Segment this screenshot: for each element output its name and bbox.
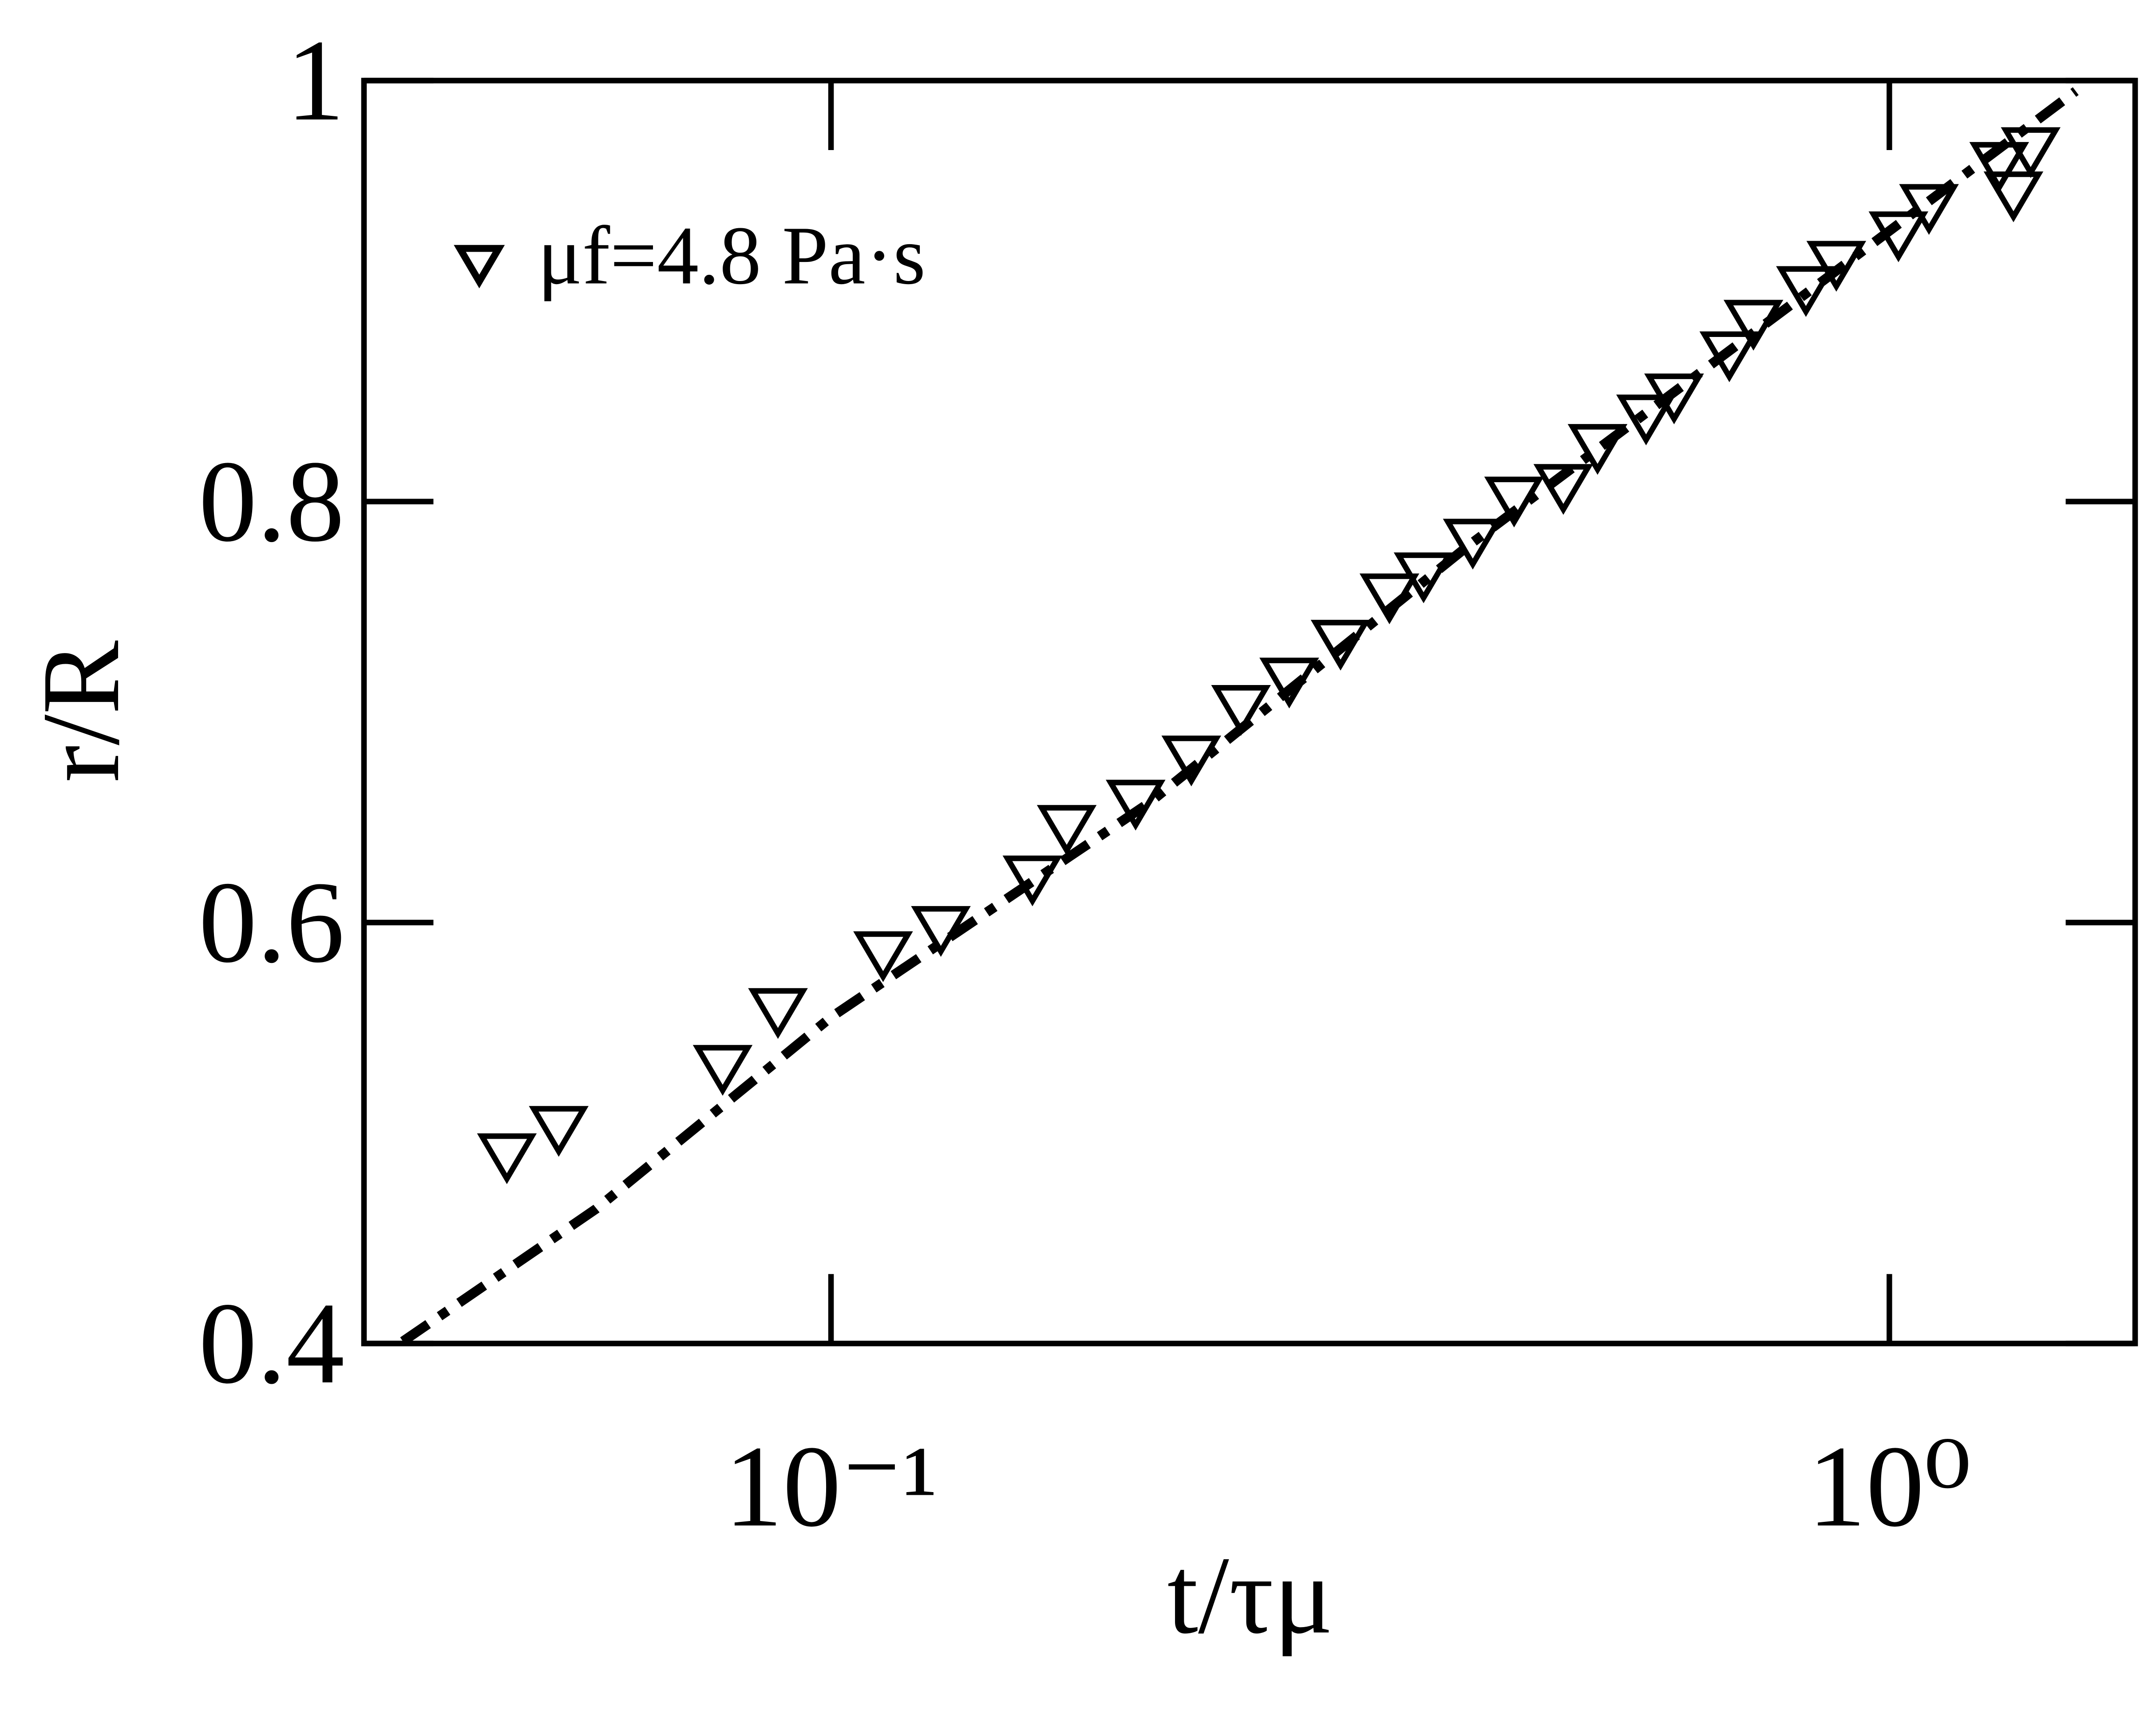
- y-tick-label: 1: [286, 16, 344, 145]
- marker: [1443, 519, 1503, 570]
- marker: [748, 988, 808, 1039]
- x-tick-label: 10⁰: [1808, 1422, 1971, 1551]
- marker: [2001, 127, 2061, 178]
- marker: [1211, 685, 1271, 736]
- y-tick-label: 0.6: [199, 858, 345, 987]
- y-tick-label: 0.4: [199, 1279, 345, 1408]
- marker: [1106, 780, 1166, 831]
- marker: [477, 1133, 537, 1184]
- marker: [1393, 552, 1454, 603]
- marker: [1567, 424, 1628, 475]
- marker: [1259, 657, 1319, 709]
- marker: [853, 931, 913, 982]
- y-axis-label: r/R: [20, 640, 142, 782]
- x-tick-label: 10⁻¹: [724, 1422, 938, 1551]
- x-axis-label: t/τμ: [1167, 1534, 1333, 1657]
- legend-marker: [454, 245, 505, 289]
- y-tick-label: 0.8: [199, 436, 345, 566]
- marker: [1002, 856, 1063, 907]
- marker: [1161, 735, 1222, 787]
- marker: [1806, 241, 1867, 292]
- marker: [1776, 266, 1836, 317]
- legend-label: μf=4.8 Pa·s: [538, 209, 926, 301]
- plot-frame: [361, 78, 2138, 1347]
- marker: [1616, 394, 1676, 446]
- marker: [1036, 805, 1097, 856]
- marker: [1484, 476, 1544, 528]
- marker: [529, 1106, 589, 1157]
- marker: [692, 1045, 753, 1096]
- marker: [1983, 171, 2044, 222]
- fit-line: [400, 87, 2079, 1346]
